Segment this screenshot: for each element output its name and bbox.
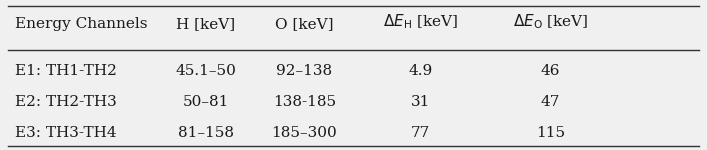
Text: $\Delta E_{\mathrm{O}}$ [keV]: $\Delta E_{\mathrm{O}}$ [keV] xyxy=(513,12,588,31)
Text: E1: TH1-TH2: E1: TH1-TH2 xyxy=(16,64,117,78)
Text: 4.9: 4.9 xyxy=(408,64,433,78)
Text: E3: TH3-TH4: E3: TH3-TH4 xyxy=(16,126,117,140)
Text: 50–81: 50–81 xyxy=(182,95,229,109)
Text: 46: 46 xyxy=(541,64,561,78)
Text: Energy Channels: Energy Channels xyxy=(16,17,148,31)
Text: 47: 47 xyxy=(541,95,561,109)
Text: E2: TH2-TH3: E2: TH2-TH3 xyxy=(16,95,117,109)
Text: 138-185: 138-185 xyxy=(273,95,336,109)
Text: $\Delta E_{\mathrm{H}}$ [keV]: $\Delta E_{\mathrm{H}}$ [keV] xyxy=(382,12,458,31)
Text: 77: 77 xyxy=(411,126,430,140)
Text: 92–138: 92–138 xyxy=(276,64,332,78)
Text: 81–158: 81–158 xyxy=(177,126,233,140)
Text: H [keV]: H [keV] xyxy=(176,17,235,31)
Text: 185–300: 185–300 xyxy=(271,126,337,140)
Text: 31: 31 xyxy=(411,95,430,109)
Text: 115: 115 xyxy=(536,126,565,140)
Text: O [keV]: O [keV] xyxy=(275,17,334,31)
Text: 45.1–50: 45.1–50 xyxy=(175,64,236,78)
